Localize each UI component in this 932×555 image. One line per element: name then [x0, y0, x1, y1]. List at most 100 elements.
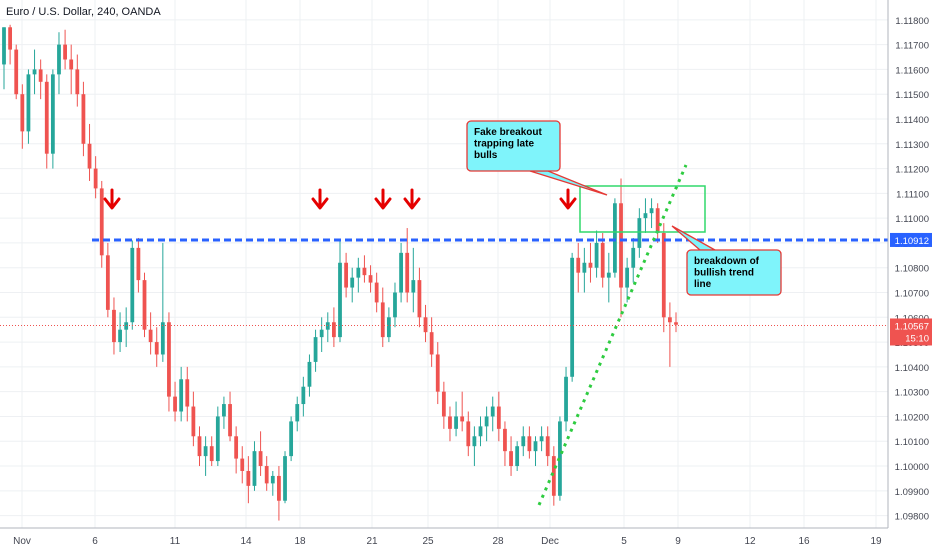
candle-body: [582, 263, 586, 273]
candle-body: [479, 426, 483, 436]
current-price-label: 1.10567: [895, 321, 929, 332]
candle-body: [375, 283, 379, 303]
annotations: Fake breakouttrapping latebulls breakdown…: [105, 121, 781, 295]
candle-body: [656, 208, 660, 233]
candle-body: [332, 322, 336, 337]
candle-body: [601, 243, 605, 278]
down-arrow-icon: [376, 190, 390, 208]
candle-body: [240, 459, 244, 471]
candle-body: [454, 416, 458, 428]
candle-body: [418, 280, 422, 317]
candle-body: [39, 69, 43, 81]
candle-body: [521, 436, 525, 446]
candle-body: [185, 379, 189, 406]
price-tick-label: 1.11300: [895, 140, 929, 151]
time-tick-label: 6: [92, 536, 98, 547]
candle-body: [2, 27, 6, 64]
candle-body: [527, 436, 531, 451]
candle-body: [289, 421, 293, 456]
candle-body: [82, 94, 86, 144]
candle-body: [509, 451, 513, 466]
candle-body: [69, 59, 73, 69]
candle-body: [576, 258, 580, 273]
candle-body: [662, 233, 666, 317]
candle-body: [473, 436, 477, 446]
price-tick-label: 1.11400: [895, 115, 929, 126]
price-tick-label: 1.11100: [896, 189, 929, 200]
down-arrow-icon: [405, 190, 419, 208]
price-tick-label: 1.09800: [895, 512, 929, 523]
time-tick-label: Dec: [541, 536, 559, 547]
candle-body: [387, 317, 391, 337]
candle-body: [589, 263, 593, 268]
price-tick-label: 1.11200: [895, 165, 929, 176]
candle-body: [595, 243, 599, 268]
price-tick-label: 1.10300: [895, 388, 929, 399]
candle-body: [619, 203, 623, 287]
candle-body: [308, 362, 312, 387]
candle-countdown-label: 15:10: [905, 333, 929, 344]
time-tick-label: Nov: [13, 536, 31, 547]
candle-body: [106, 255, 110, 310]
candle-body: [173, 397, 177, 412]
callout-text: bulls: [474, 150, 498, 161]
candle-body: [130, 248, 134, 322]
time-tick-label: 14: [240, 536, 252, 547]
candle-body: [485, 416, 489, 426]
candle-body: [204, 446, 208, 456]
candle-body: [27, 74, 31, 131]
candle-body: [88, 144, 92, 169]
callout-text: breakdown of: [694, 256, 760, 267]
time-tick-label: 28: [492, 536, 504, 547]
candle-body: [350, 278, 354, 288]
level-price-label: 1.10912: [895, 236, 929, 247]
time-tick-label: 21: [366, 536, 378, 547]
candle-body: [436, 354, 440, 391]
levels: [0, 165, 888, 505]
candle-body: [515, 446, 519, 466]
candle-body: [210, 446, 214, 461]
candle-body: [320, 330, 324, 337]
candle-body: [668, 317, 672, 322]
candle-body: [216, 416, 220, 461]
price-tick-label: 1.09900: [895, 487, 929, 498]
candle-body: [51, 74, 55, 153]
candle-body: [650, 208, 654, 213]
candle-body: [497, 407, 501, 429]
candle-body: [356, 268, 360, 278]
candle-body: [644, 213, 648, 218]
candle-body: [234, 436, 238, 458]
candle-body: [405, 253, 409, 293]
candle-body: [167, 322, 171, 396]
candle-body: [314, 337, 318, 362]
candle-body: [424, 317, 428, 332]
candle-body: [14, 50, 18, 95]
time-tick-label: 12: [744, 536, 756, 547]
time-tick-label: 5: [621, 536, 627, 547]
candle-body: [637, 218, 641, 248]
callout-text: line: [694, 279, 712, 290]
candle-body: [674, 322, 678, 324]
candle-body: [393, 293, 397, 318]
candle-body: [631, 248, 635, 268]
time-tick-label: 19: [870, 536, 882, 547]
candle-body: [228, 404, 232, 436]
price-axis[interactable]: 1.09800 1.09900 1.10000 1.10100 1.10200 1.103…: [888, 0, 932, 528]
candle-body: [344, 263, 348, 288]
candle-body: [295, 404, 299, 421]
candle-body: [491, 407, 495, 417]
candle-body: [191, 407, 195, 437]
candle-body: [613, 203, 617, 272]
candle-body: [149, 330, 153, 342]
candle-body: [564, 377, 568, 422]
candle-body: [399, 253, 403, 293]
candle-body: [33, 69, 37, 74]
candle-body: [100, 188, 104, 255]
time-axis[interactable]: Nov 6 11 14 18 21 25 28 Dec 5 9 12 16 19: [0, 528, 888, 547]
candle-body: [283, 456, 287, 501]
candle-body: [155, 342, 159, 354]
price-tick-label: 1.10000: [895, 462, 929, 473]
